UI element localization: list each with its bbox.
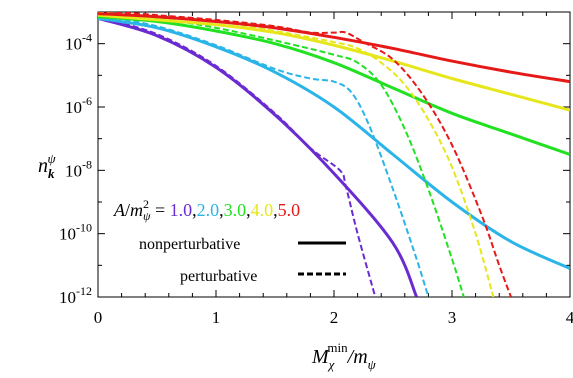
legend-title: A/m2 ψ = 1.0,2.0,3.0,4.0,5.0 (113, 197, 300, 223)
x-tick-label: 4 (566, 308, 573, 327)
series-dashed-5-0 (105, 12, 512, 297)
legend-value-1-0: 1.0 (170, 200, 193, 220)
legend-perturbative-label: perturbative (180, 268, 257, 285)
legend-separator: , (219, 200, 224, 220)
series-solid-3-0 (98, 15, 570, 156)
legend-separator: , (246, 200, 251, 220)
legend-value-2-0: 2.0 (197, 200, 220, 220)
series-dashed-2-0 (98, 14, 430, 297)
x-tick-label: 1 (212, 308, 221, 327)
y-axis-label-sup: ψ (48, 151, 57, 166)
y-tick-label: 10-4 (65, 31, 92, 54)
x-tick-label: 2 (330, 308, 339, 327)
series-solid-1-0 (98, 16, 418, 297)
y-tick-label: 10-12 (59, 284, 92, 307)
legend-nonperturbative-label: nonperturbative (139, 236, 240, 253)
x-tick-label: 0 (94, 308, 103, 327)
legend-separator: , (273, 200, 278, 220)
series-dashed-4-0 (98, 12, 495, 297)
x-axis-label: Mχmin/mψ (311, 340, 377, 372)
y-axis-label-sub: k (48, 166, 55, 181)
series-solid-2-0 (98, 16, 570, 270)
legend-value-3-0: 3.0 (224, 200, 247, 220)
series-layer (98, 12, 570, 297)
legend-value-5-0: 5.0 (278, 200, 301, 220)
y-tick-label: 10-10 (59, 221, 92, 244)
series-solid-5-0 (98, 12, 570, 84)
y-axis-label: nkψ (38, 151, 57, 181)
y-axis-ticks: 10-4 10-6 10-8 10-10 10-12 (59, 11, 570, 307)
series-solid-4-0 (98, 13, 570, 112)
x-tick-label: 3 (448, 308, 457, 327)
legend-value-4-0: 4.0 (251, 200, 274, 220)
series-dashed-3-0 (98, 12, 465, 297)
plot-frame (97, 11, 571, 298)
y-tick-label: 10-8 (65, 157, 92, 180)
y-tick-label: 10-6 (65, 94, 92, 117)
legend-separator: , (192, 200, 197, 220)
x-axis-ticks: 0 1 2 3 4 (94, 12, 573, 327)
series-dashed-1-0 (98, 15, 377, 297)
